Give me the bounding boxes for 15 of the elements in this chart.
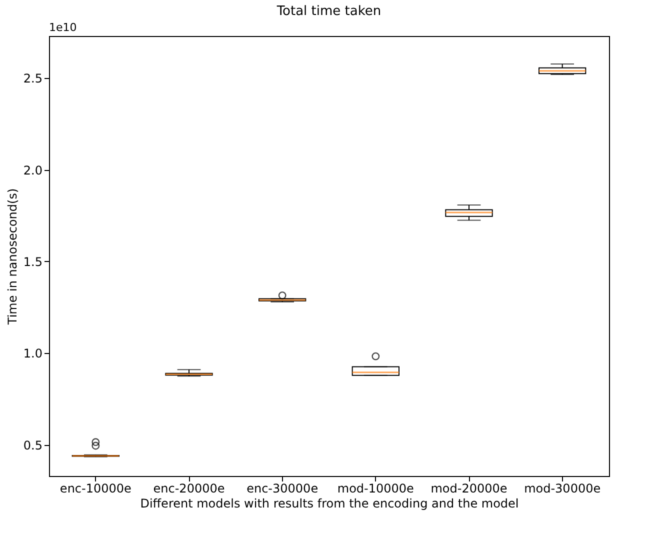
text: 1e10 [49,21,77,34]
x-axis-title: Different models with results from the encoding and the model [140,496,519,510]
y-tick-label: 0.5 [23,438,42,452]
y-tick-label: 2.5 [23,72,42,86]
y-axis-title: Time in nanosecond(s) [5,188,20,326]
x-tick-label: enc-30000e [246,482,318,496]
x-tick-label: mod-10000e [337,482,414,496]
x-tick-label: mod-20000e [430,482,508,496]
y-tick-label: 1.5 [23,255,42,269]
x-tick-label: mod-30000e [524,482,601,496]
y-tick-label: 1.0 [23,346,42,361]
chart-title: Total time taken [276,4,382,19]
x-tick-label: enc-10000e [60,482,132,496]
y-tick-label: 2.0 [23,163,42,178]
x-tick-label: enc-20000e [153,482,225,496]
